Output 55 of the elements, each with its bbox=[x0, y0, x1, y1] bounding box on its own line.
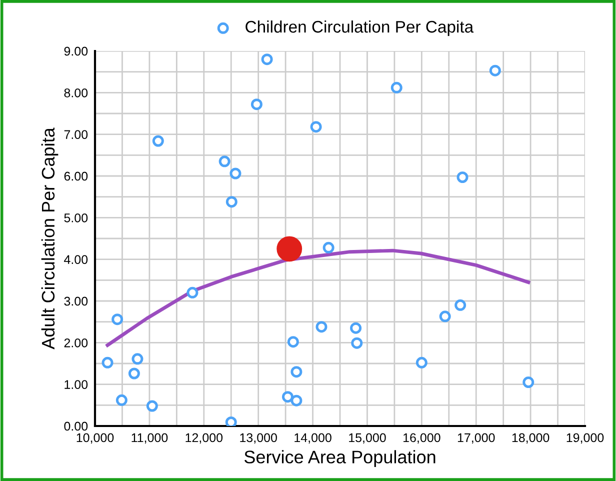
x-tick-label: 19,000 bbox=[566, 433, 604, 444]
y-tick-label: 7.00 bbox=[64, 130, 88, 139]
point bbox=[287, 336, 299, 348]
x-axis-title: Service Area Population bbox=[244, 450, 436, 467]
x-tick-label: 13,000 bbox=[240, 433, 277, 444]
y-tick-label: 8.00 bbox=[64, 88, 88, 98]
x-tick-label: 17,000 bbox=[458, 433, 495, 444]
point bbox=[416, 356, 428, 368]
x-tick-label: 11,000 bbox=[132, 433, 168, 444]
y-tick-label: 3.00 bbox=[64, 296, 88, 306]
point bbox=[290, 394, 302, 406]
point bbox=[439, 310, 451, 322]
point bbox=[310, 121, 322, 133]
y-tick-label: 1.00 bbox=[64, 380, 88, 389]
point bbox=[261, 54, 273, 66]
point bbox=[186, 286, 198, 298]
point bbox=[456, 172, 468, 183]
x-tick-label: 16,000 bbox=[404, 433, 440, 444]
y-tick-label: 0.00 bbox=[64, 422, 88, 431]
point bbox=[112, 314, 124, 326]
x-tick-label: 18,000 bbox=[512, 433, 550, 444]
point bbox=[225, 416, 237, 426]
point bbox=[316, 321, 328, 333]
point bbox=[350, 322, 362, 334]
point bbox=[522, 376, 534, 388]
y-axis-title: Adult Circulation Per Capita bbox=[41, 128, 58, 350]
point bbox=[128, 368, 140, 380]
point bbox=[230, 168, 242, 180]
point bbox=[146, 400, 158, 412]
point bbox=[250, 98, 262, 110]
point bbox=[489, 64, 501, 76]
point bbox=[226, 196, 238, 208]
point bbox=[351, 337, 363, 349]
point bbox=[290, 366, 302, 378]
y-tick-label: 5.00 bbox=[64, 213, 88, 222]
y-tick-label: 6.00 bbox=[64, 172, 88, 181]
x-tick-label: 10,000 bbox=[76, 433, 114, 444]
legend-label: Children Circulation Per Capita bbox=[246, 20, 474, 36]
y-tick-label: 9.00 bbox=[64, 46, 88, 56]
point bbox=[152, 135, 164, 147]
point bbox=[390, 82, 402, 94]
point bbox=[454, 299, 466, 311]
x-tick-label: 14,000 bbox=[294, 433, 332, 444]
point bbox=[102, 356, 114, 368]
point bbox=[276, 236, 302, 262]
point bbox=[218, 156, 230, 168]
point bbox=[322, 242, 334, 254]
x-tick-label: 12,000 bbox=[186, 433, 223, 444]
point bbox=[132, 353, 144, 365]
line-series bbox=[106, 248, 530, 347]
y-tick-label: 4.00 bbox=[64, 255, 88, 264]
point bbox=[116, 394, 128, 406]
y-tick-label: 2.00 bbox=[64, 338, 88, 348]
point bbox=[282, 391, 294, 403]
x-tick-label: 15,000 bbox=[349, 433, 386, 444]
